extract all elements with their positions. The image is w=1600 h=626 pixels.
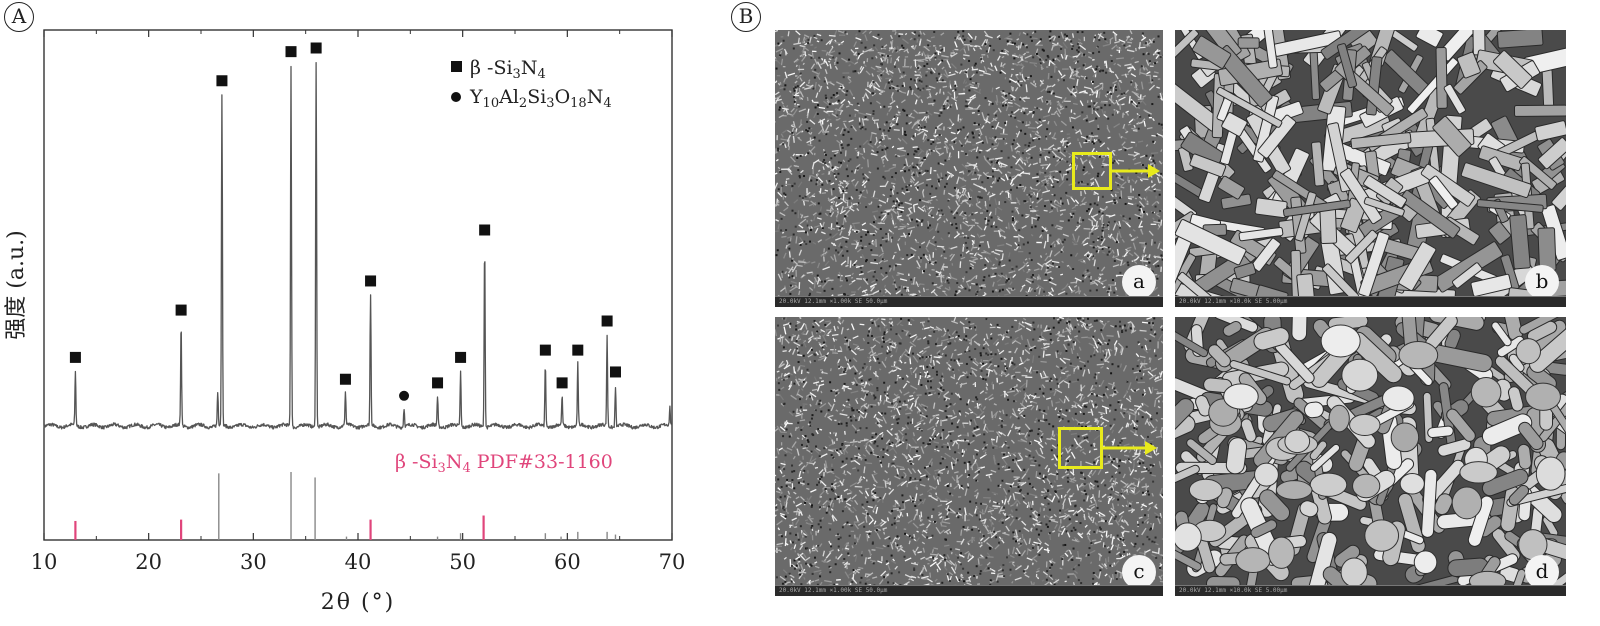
square-marker xyxy=(455,351,467,363)
circle-marker xyxy=(399,390,410,401)
peak-markers xyxy=(69,42,621,401)
x-tick-label: 30 xyxy=(240,550,267,574)
legend-label-part: N xyxy=(587,86,604,108)
zoom-region-box xyxy=(1072,152,1112,190)
sem-grains xyxy=(775,317,1163,594)
sem-grains xyxy=(1175,317,1566,596)
zoom-arrow-icon xyxy=(1103,441,1157,455)
legend-label-part: N xyxy=(521,57,538,79)
reference-label: β -Si3N4 PDF#33-1160 xyxy=(395,451,613,476)
sem-background xyxy=(775,30,1163,307)
reference-label-part: β -Si xyxy=(395,451,438,473)
sem-texture xyxy=(1175,317,1566,596)
square-marker xyxy=(216,75,228,87)
square-marker xyxy=(285,46,297,58)
legend-label-part: O xyxy=(555,86,571,108)
legend-label-part: Y xyxy=(469,86,483,108)
legend-circle-marker xyxy=(451,92,461,102)
square-marker xyxy=(365,275,377,287)
x-tick-label: 70 xyxy=(659,550,686,574)
sem-info-bar: 20.0kV 12.1mm ×10.0k SE 5.00µm xyxy=(1175,585,1566,596)
square-marker xyxy=(601,315,613,327)
zoom-arrow-icon xyxy=(1112,164,1160,178)
sem-info-bar: 20.0kV 12.1mm ×10.0k SE 5.00µm xyxy=(1175,296,1566,307)
x-tick-label: 40 xyxy=(345,550,372,574)
legend-label-part: Si xyxy=(527,86,546,108)
sem-image-b: b 20.0kV 12.1mm ×10.0k SE 5.00µm xyxy=(1175,30,1566,307)
panel-letter-b: B xyxy=(731,2,761,32)
sem-bar-text: 20.0kV 12.1mm ×1.00k SE 50.0µm xyxy=(779,587,888,594)
sem-image-a: a 20.0kV 12.1mm ×1.00k SE 50.0µm xyxy=(775,30,1163,307)
sem-label: a xyxy=(1122,265,1156,299)
sem-texture xyxy=(775,30,1163,307)
sem-label: d xyxy=(1525,555,1559,589)
reference-label-part: PDF#33-1160 xyxy=(471,451,613,473)
sem-grains xyxy=(1175,30,1566,307)
axis-labels: 2θ (°) 强度 (a.u.) xyxy=(4,230,395,615)
sem-info-bar: 20.0kV 12.1mm ×1.00k SE 50.0µm xyxy=(775,296,1163,307)
legend-entry-label: β -Si3N4 xyxy=(470,57,546,82)
x-tick-label: 60 xyxy=(554,550,581,574)
xrd-pattern xyxy=(43,61,673,430)
square-marker xyxy=(479,224,491,236)
legend-label-part: 10 xyxy=(483,96,500,111)
square-marker xyxy=(69,351,81,363)
square-marker xyxy=(572,344,584,356)
panel-letter-a: A xyxy=(4,2,34,32)
legend-label-part: 4 xyxy=(603,96,611,111)
xrd-pattern-line xyxy=(43,61,673,430)
sem-label: c xyxy=(1122,555,1156,589)
legend-label-part: 3 xyxy=(513,67,521,82)
legend-label-part: 18 xyxy=(570,96,587,111)
sem-texture xyxy=(1175,30,1566,307)
x-tick-label: 20 xyxy=(135,550,162,574)
sem-grains xyxy=(775,30,1163,302)
y-axis-label: 强度 (a.u.) xyxy=(4,230,29,339)
square-marker xyxy=(539,344,551,356)
legend-label-part: 2 xyxy=(519,96,527,111)
legend-label-part: Al xyxy=(498,86,519,108)
sem-bar-text: 20.0kV 12.1mm ×10.0k SE 5.00µm xyxy=(1179,298,1288,305)
square-marker xyxy=(432,377,444,389)
reference-lines: β -Si3N4 PDF#33-1160 xyxy=(74,451,617,540)
square-marker xyxy=(339,373,351,385)
legend-label-part: β -Si xyxy=(470,57,513,79)
square-marker xyxy=(609,366,621,378)
legend-entry-label: Y10Al2Si3O18N4 xyxy=(469,86,612,111)
chart-axes: 10 20 30 40 50 60 70 xyxy=(31,29,686,574)
sem-background xyxy=(775,317,1163,596)
sem-texture xyxy=(775,317,1163,596)
square-marker xyxy=(310,42,322,54)
reference-label-part: 3 xyxy=(438,461,446,476)
sem-info-bar: 20.0kV 12.1mm ×1.00k SE 50.0µm xyxy=(775,585,1163,596)
sem-image-d: d 20.0kV 12.1mm ×10.0k SE 5.00µm xyxy=(1175,317,1566,596)
zoom-region-box xyxy=(1058,427,1103,469)
x-tick-label: 10 xyxy=(31,550,58,574)
x-tick-label: 50 xyxy=(449,550,476,574)
reference-label-part: 4 xyxy=(462,461,470,476)
square-marker xyxy=(556,377,568,389)
x-axis-label: 2θ (°) xyxy=(321,590,395,615)
sem-bar-text: 20.0kV 12.1mm ×1.00k SE 50.0µm xyxy=(779,298,888,305)
legend-square-marker xyxy=(451,61,462,72)
sem-image-c: c 20.0kV 12.1mm ×1.00k SE 50.0µm xyxy=(775,317,1163,596)
sem-bar-text: 20.0kV 12.1mm ×10.0k SE 5.00µm xyxy=(1179,587,1288,594)
legend-label-part: 4 xyxy=(537,67,545,82)
sem-label: b xyxy=(1525,265,1559,299)
legend-label-part: 3 xyxy=(546,96,554,111)
reference-label-part: N xyxy=(446,451,463,473)
square-marker xyxy=(175,304,187,316)
